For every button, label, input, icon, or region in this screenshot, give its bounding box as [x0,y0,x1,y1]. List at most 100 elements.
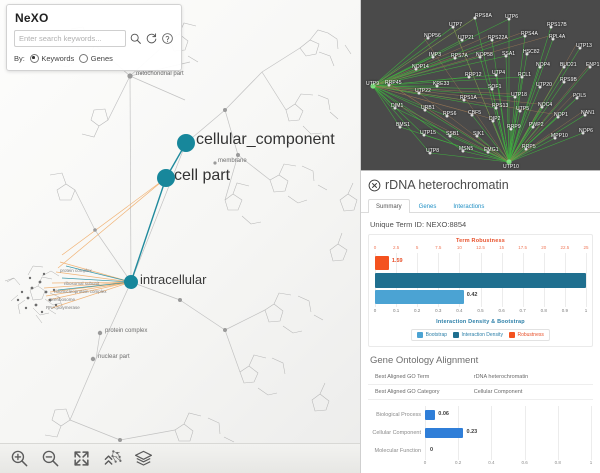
legend-swatch [453,332,460,338]
grid-line [491,442,493,460]
go-chart-axis: 0 0.2 0.4 0.6 0.8 1 [423,460,593,469]
fit-screen-icon[interactable] [72,449,91,468]
search-by-label: By: [14,54,25,63]
axis-tick: 0.1 [392,308,400,313]
ontology-tree-view[interactable]: cellular_component cell part intracellul… [0,0,361,473]
tree-graph [4,22,358,453]
go-bar-biological-process[interactable] [425,410,435,420]
chart-title-term-robustness: Term Robustness [455,238,506,244]
section-title-go-alignment: Gene Ontology Alignment [370,355,479,366]
axis-tick: 2.5 [392,245,400,250]
axis-tick: 0 [373,308,377,313]
axis-tick: 0 [373,245,377,250]
grid-line [425,442,426,460]
robustness-chart-card: Term Robustness 0 2.5 5 7.5 10 12.5 15 1… [368,234,593,347]
axis-tick: 0.2 [414,308,421,313]
axis-tick: 25 [583,245,589,250]
tab-genes[interactable]: Genes [418,204,437,210]
tree-node-intracellular[interactable] [124,275,138,289]
go-category-label: Biological Process [376,412,421,418]
grid-line [557,442,559,460]
legend-label: Bootstrap [425,332,448,338]
robustness-plot: 1.59 0.42 [375,253,587,307]
radio-keywords[interactable]: Keywords [29,54,74,63]
legend-box: Bootstrap Interaction Density Robustness [411,329,550,341]
axis-tick: 0.9 [561,308,569,313]
axis-tick: 10 [456,245,462,250]
axis-tick: 0.5 [477,308,484,313]
row-key: Best Aligned GO Term [375,374,430,380]
term-info-panel: rDNA heterochromatin Summary Genes Inter… [361,171,600,473]
app-brand: NeXO [15,11,49,25]
axis-tick: 0 [423,460,427,465]
grid-line [591,424,592,442]
legend-item-robustness[interactable]: Robustness [508,332,544,338]
close-circle-icon[interactable] [368,179,381,192]
chart-legend: Bootstrap Interaction Density Robustness [369,329,592,341]
row-value: rDNA heterochromatin [473,374,529,380]
bar-robustness[interactable] [375,256,389,270]
zoom-out-icon[interactable] [41,449,60,468]
page-title: rDNA heterochromatin [385,178,509,192]
search-icon[interactable] [129,32,142,45]
go-bar-row: Cellular Component 0.23 [363,424,592,442]
collapse-icon[interactable] [103,449,122,468]
axis-tick: 1 [589,460,593,465]
axis-tick: 0.8 [540,308,547,313]
grid-line [458,406,460,424]
table-row: Best Aligned GO Term rDNA heterochromati… [368,370,593,384]
view-toolbar [0,443,360,473]
help-icon[interactable] [161,32,174,45]
zoom-in-icon[interactable] [10,449,29,468]
go-bar-plot: 0.23 [425,424,592,442]
radio-keywords-dot [29,54,39,63]
grid-line [524,442,526,460]
go-alignment-chart: Biological Process 0.06 Cellular Compone… [363,406,593,469]
axis-tick: 5 [415,245,419,250]
bar-bootstrap[interactable] [375,290,464,304]
search-by-row: By: Keywords Genes [14,54,174,63]
tab-summary[interactable]: Summary [368,199,410,213]
reset-icon[interactable] [145,32,158,45]
legend-item-interaction-density[interactable]: Interaction Density [453,332,503,338]
tab-interactions[interactable]: Interactions [453,204,485,210]
info-header: rDNA heterochromatin [361,171,600,195]
grid-line [557,424,559,442]
search-panel: NeXO By: [6,4,182,71]
legend-swatch [417,332,424,338]
search-input[interactable] [14,30,126,47]
go-category-label: Molecular Function [374,448,421,454]
axis-tick: 1 [584,308,588,313]
axis-tick: 0.4 [488,460,495,465]
go-category-label: Cellular Component [372,430,421,436]
tree-node-cellular-component[interactable] [177,134,195,152]
go-bar-value: 0 [429,447,434,453]
chart-top-axis: 0 2.5 5 7.5 10 12.5 15 17.5 20 22.5 25 [373,245,589,253]
chart-xlabel: Interaction Density & Bootstrap [436,319,525,325]
layers-icon[interactable] [134,449,153,468]
axis-tick: 0.4 [456,308,463,313]
bar-value-robustness: 1.59 [391,258,403,264]
grid-line [591,406,592,424]
gene-interaction-network[interactable]: UTP9 UTP10 RPS8A UTP6 UTP7 RPS17B NOP56 … [361,0,600,171]
go-bar-cellular-component[interactable] [425,428,464,438]
go-bar-plot: 0.06 [425,406,592,424]
grid-line [458,442,460,460]
row-value: Cellular Component [473,389,523,395]
legend-label: Robustness [517,332,544,338]
search-row [14,30,174,47]
row-key: Best Aligned GO Category [375,389,440,395]
grid-line [491,424,493,442]
go-bar-plot: 0 [425,442,592,460]
bar-value-bootstrap: 0.42 [466,292,478,298]
go-bar-value: 0.06 [438,411,449,417]
tree-node-cell-part[interactable] [157,169,175,187]
legend-item-bootstrap[interactable]: Bootstrap [417,332,447,338]
grid-line [591,442,592,460]
radio-genes[interactable]: Genes [79,54,113,63]
axis-tick: 0.3 [435,308,442,313]
go-bar-row: Molecular Function 0 [363,442,592,460]
go-alignment-table: Best Aligned GO Term rDNA heterochromati… [368,370,593,400]
table-row: Best Aligned GO Category Cellular Compon… [368,384,593,399]
bar-interaction-density[interactable] [375,273,586,288]
